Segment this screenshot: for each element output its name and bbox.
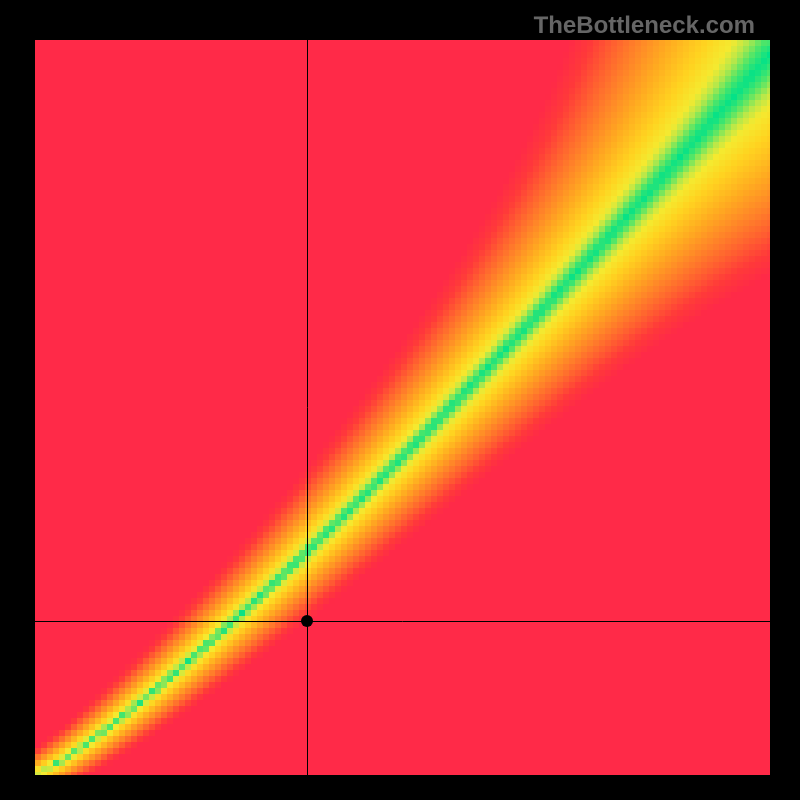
- chart-container: TheBottleneck.com: [0, 0, 800, 800]
- heatmap-canvas: [35, 40, 770, 775]
- watermark-text: TheBottleneck.com: [534, 12, 755, 40]
